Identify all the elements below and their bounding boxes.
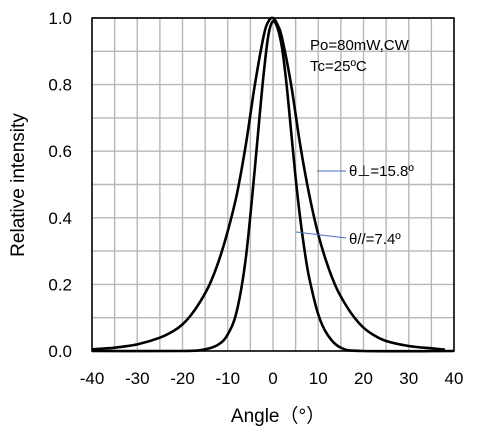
annotation-perp: θ⊥=15.8º — [349, 163, 414, 180]
y-tick-label: 0.8 — [48, 76, 72, 95]
x-tick-label: -40 — [80, 369, 105, 388]
condition-power: Po=80mW,CW — [310, 37, 410, 54]
x-tick-label: 30 — [399, 369, 418, 388]
y-axis-label: Relative intensity — [8, 113, 29, 257]
x-tick-label: 20 — [354, 369, 373, 388]
y-tick-label: 0.6 — [48, 142, 72, 161]
y-tick-label: 0.0 — [48, 342, 72, 361]
curves — [91, 16, 455, 353]
x-tick-label: -10 — [215, 369, 240, 388]
series-line-wide — [91, 16, 446, 351]
condition-temperature: Tc=25ºC — [310, 58, 367, 75]
x-tick-label: 0 — [268, 369, 277, 388]
y-tick-label: 0.2 — [48, 275, 72, 294]
tick-labels: -40 -30 -20 -10 0 10 20 30 40 0.0 0.2 0.4 0.6 0.8 1.0 — [48, 9, 463, 388]
y-tick-label: 0.4 — [48, 209, 72, 228]
annotation-par: θ//=7.4º — [349, 231, 401, 248]
annotation-par-leader — [295, 231, 347, 239]
x-axis-label: Angle（°） — [231, 405, 325, 427]
x-tick-label: -30 — [125, 369, 150, 388]
x-tick-label: -20 — [170, 369, 195, 388]
grid — [92, 17, 454, 351]
series-line-narrow — [91, 19, 455, 353]
x-tick-label: 10 — [309, 369, 328, 388]
y-tick-label: 1.0 — [48, 9, 72, 28]
x-tick-label: 40 — [445, 369, 464, 388]
